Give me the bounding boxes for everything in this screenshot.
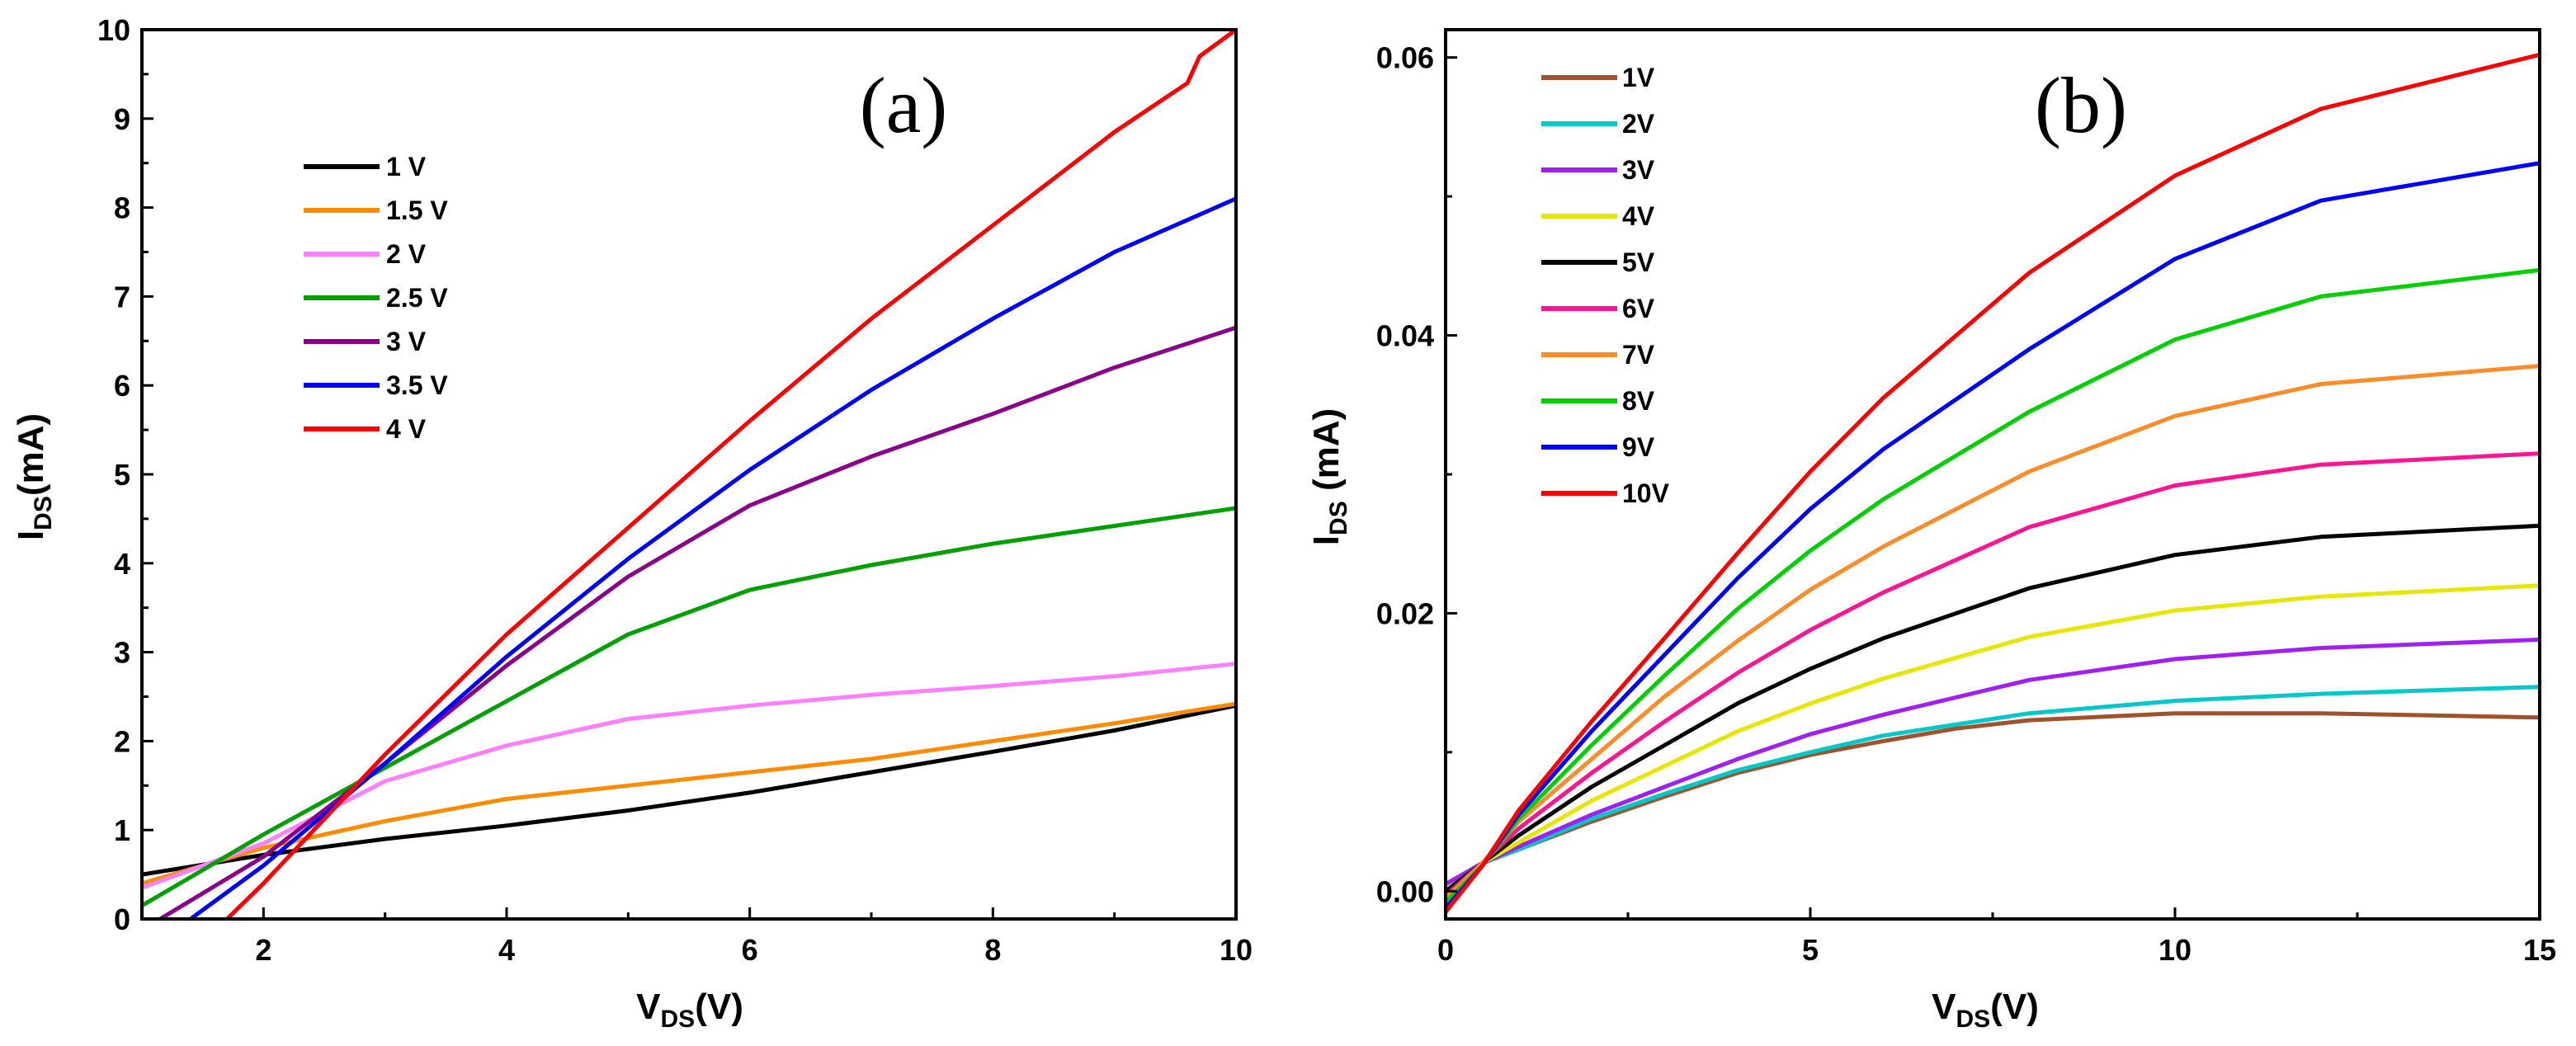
y-tick-label: 5 bbox=[114, 458, 130, 492]
legend-label: 2V bbox=[1622, 109, 1655, 139]
y-tick-label: 0 bbox=[114, 902, 130, 936]
legend-label: 4 V bbox=[386, 414, 427, 444]
legend-label: 1.5 V bbox=[386, 196, 448, 225]
legend-label: 7V bbox=[1622, 340, 1655, 370]
legend-label: 3.5 V bbox=[386, 370, 448, 400]
legend-label: 10V bbox=[1622, 478, 1670, 508]
series-line-1v bbox=[142, 703, 1236, 877]
legend-label: 9V bbox=[1622, 432, 1655, 462]
y-tick-label: 0.02 bbox=[1376, 596, 1434, 630]
legend-label: 8V bbox=[1622, 386, 1655, 416]
panel-label: (a) bbox=[860, 61, 948, 149]
y-tick-label: 0.06 bbox=[1376, 41, 1434, 75]
panel-b: 0 5 10 15 0.00 0.02 0.04 0.06 VDS(V) IDS (mA) (b) 1… bbox=[1306, 28, 2556, 1033]
plot-frame bbox=[1444, 28, 2541, 921]
y-axis-title: IDS (mA) bbox=[1306, 408, 1352, 545]
legend: 1 V 1.5 V 2 V 2.5 V 3 V 3.5 V 4 V bbox=[304, 152, 448, 444]
y-tick-label: 0.04 bbox=[1376, 319, 1434, 353]
legend-label: 3V bbox=[1622, 155, 1655, 185]
series-line-3v bbox=[158, 325, 1236, 919]
series-line-3v bbox=[1446, 637, 2540, 887]
legend-label: 6V bbox=[1622, 294, 1655, 323]
x-axis-title: VDS(V) bbox=[1932, 987, 2039, 1033]
x-axis-title: VDS(V) bbox=[636, 987, 743, 1033]
y-axis-title: IDS(mA) bbox=[11, 413, 57, 540]
legend-label: 5V bbox=[1622, 247, 1655, 277]
legend-label: 1 V bbox=[386, 152, 427, 181]
y-tick-label: 4 bbox=[114, 547, 130, 581]
x-tick-label: 10 bbox=[2158, 933, 2191, 967]
y-tick-label: 10 bbox=[97, 13, 130, 47]
legend-label: 1V bbox=[1622, 63, 1655, 92]
series-line-2-5v bbox=[142, 506, 1236, 908]
legend-label: 2 V bbox=[386, 239, 427, 269]
x-tick-label: 4 bbox=[498, 933, 515, 967]
series-line-2v bbox=[1446, 685, 2540, 887]
series-line-2v bbox=[142, 662, 1236, 890]
y-tick-label: 6 bbox=[114, 369, 130, 403]
y-tick-label: 0.00 bbox=[1376, 874, 1434, 908]
legend-label: 3 V bbox=[386, 327, 427, 356]
legend: 1V 2V 3V 4V 5V 6V 7V 8V 9V 10V bbox=[1541, 63, 1670, 508]
panel-a: 2 4 6 8 10 0 1 2 3 4 5 6 7 8 9 10 VDS(V) IDS(mA) (a) 1 V 1.5… bbox=[11, 13, 1253, 1033]
series-line-4v bbox=[224, 30, 1236, 919]
x-tick-label: 2 bbox=[255, 933, 271, 967]
legend-label: 4V bbox=[1622, 201, 1655, 231]
x-tick-label: 5 bbox=[1802, 933, 1819, 967]
x-tick-label: 15 bbox=[2523, 933, 2556, 967]
x-tick-label: 6 bbox=[742, 933, 758, 967]
x-tick-label: 8 bbox=[984, 933, 1001, 967]
y-tick-label: 2 bbox=[114, 724, 130, 758]
series-line-1v bbox=[1446, 711, 2540, 887]
y-tick-label: 3 bbox=[114, 636, 130, 670]
series-line-1-5v bbox=[142, 701, 1236, 886]
series-line-3-5v bbox=[188, 196, 1236, 919]
y-tick-label: 7 bbox=[114, 280, 130, 313]
series-line-6v bbox=[1446, 451, 2540, 898]
series-line-4v bbox=[1446, 583, 2540, 893]
panel-label: (b) bbox=[2035, 61, 2127, 149]
legend-label: 2.5 V bbox=[386, 283, 448, 313]
y-tick-label: 9 bbox=[114, 102, 130, 136]
x-tick-label: 10 bbox=[1220, 933, 1253, 967]
y-tick-label: 1 bbox=[114, 813, 130, 847]
series-line-5v bbox=[1446, 523, 2540, 893]
x-tick-label: 0 bbox=[1437, 933, 1454, 967]
series-line-10v bbox=[1446, 52, 2540, 915]
y-tick-label: 8 bbox=[114, 191, 130, 225]
